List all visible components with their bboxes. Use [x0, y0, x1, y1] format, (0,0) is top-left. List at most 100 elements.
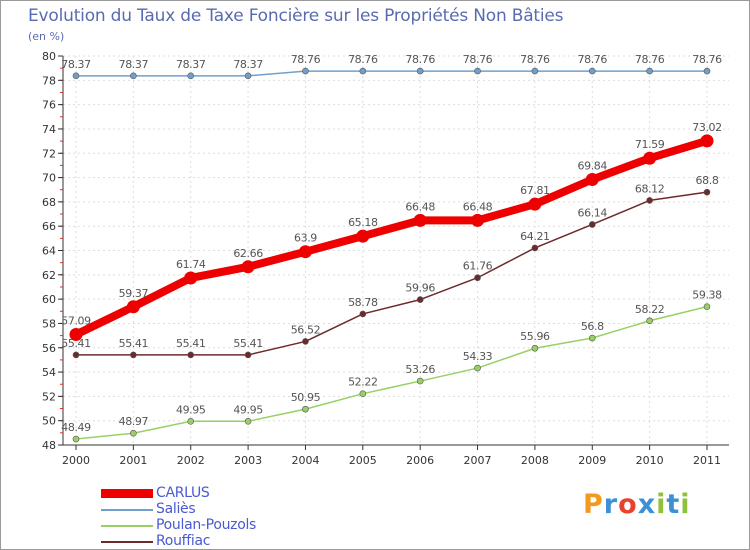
logo-letter: r	[603, 489, 619, 520]
data-point	[72, 72, 80, 80]
data-point	[416, 377, 424, 385]
data-point	[187, 72, 195, 80]
data-point	[588, 221, 596, 228]
legend-swatch	[101, 541, 153, 543]
x-tick-label: 2009	[578, 454, 606, 467]
data-label: 69.84	[578, 160, 608, 173]
data-point	[130, 351, 137, 359]
data-point	[130, 429, 137, 437]
data-label: 55.96	[520, 330, 550, 343]
legend-label: Saliès	[156, 501, 196, 517]
data-point	[302, 67, 309, 75]
y-tick-label: 58	[42, 317, 56, 330]
data-point	[359, 390, 367, 398]
x-tick-label: 2002	[177, 454, 205, 467]
data-label: 78.76	[635, 53, 665, 66]
data-label: 78.76	[291, 53, 321, 66]
data-point	[241, 260, 255, 274]
data-label: 59.96	[405, 282, 435, 295]
data-label: 78.37	[61, 58, 91, 71]
data-label: 64.21	[520, 230, 550, 243]
data-label: 78.76	[463, 53, 493, 66]
y-tick-label: 72	[42, 147, 56, 160]
data-point	[474, 364, 481, 372]
data-label: 59.38	[692, 289, 722, 302]
data-label: 63.9	[294, 232, 317, 245]
data-point	[588, 67, 596, 75]
data-label: 50.95	[291, 391, 321, 404]
series-line-3	[75, 191, 708, 356]
y-tick-label: 50	[42, 415, 56, 428]
y-tick-label: 68	[42, 196, 56, 209]
y-tick-label: 48	[42, 439, 56, 452]
series-line-2	[75, 305, 708, 440]
data-point	[187, 417, 195, 425]
data-label: 55.41	[119, 337, 149, 350]
data-label: 48.97	[119, 415, 149, 428]
y-tick-label: 56	[42, 342, 56, 355]
data-label: 49.95	[233, 403, 263, 416]
x-tick-label: 2006	[406, 454, 434, 467]
data-point	[531, 344, 539, 352]
data-point	[298, 245, 312, 259]
data-label: 48.49	[61, 421, 91, 434]
data-point	[646, 67, 653, 75]
data-label: 52.22	[348, 376, 378, 389]
data-label: 56.52	[291, 323, 321, 336]
data-point	[703, 303, 711, 310]
y-tick-label: 78	[42, 74, 56, 87]
legend-swatch	[101, 489, 153, 498]
y-tick-label: 52	[42, 390, 56, 403]
data-label: 73.02	[692, 121, 722, 134]
data-point	[184, 271, 198, 285]
data-point	[356, 229, 370, 243]
data-label: 68.8	[696, 174, 719, 187]
data-point	[416, 296, 424, 303]
data-point	[359, 310, 367, 318]
y-tick-label: 62	[42, 269, 56, 282]
data-point	[130, 72, 137, 80]
x-tick-label: 2000	[62, 454, 90, 467]
data-point	[643, 151, 657, 165]
data-label: 78.76	[520, 53, 550, 66]
data-label: 58.22	[635, 303, 665, 316]
series-line-0	[72, 136, 711, 339]
legend-label: CARLUS	[156, 485, 210, 501]
y-tick-label: 74	[42, 123, 56, 136]
data-label: 55.41	[176, 337, 206, 350]
legend-label: Poulan-Pouzols	[156, 517, 257, 533]
data-point	[72, 435, 80, 443]
proxiti-logo: Proxiti	[583, 489, 691, 520]
data-point	[126, 300, 140, 314]
data-point	[359, 67, 367, 75]
data-label: 78.76	[405, 53, 435, 66]
data-label: 78.37	[119, 58, 149, 71]
data-label: 78.76	[692, 53, 722, 66]
data-point	[585, 173, 599, 187]
data-label: 78.76	[578, 53, 608, 66]
y-tick-label: 66	[42, 220, 56, 233]
data-point	[646, 197, 653, 204]
data-point	[700, 134, 714, 148]
y-tick-label: 54	[42, 366, 56, 379]
data-point	[531, 244, 539, 252]
data-point	[413, 213, 427, 227]
data-label: 58.78	[348, 296, 378, 309]
data-point	[244, 351, 252, 359]
y-tick-label: 76	[42, 99, 56, 112]
x-tick-label: 2001	[119, 454, 147, 467]
legend-swatch	[101, 509, 153, 511]
y-tick-label: 64	[42, 245, 56, 258]
data-point	[187, 351, 195, 359]
logo-letter: i	[680, 489, 691, 520]
data-point	[302, 338, 309, 345]
data-label: 78.76	[348, 53, 378, 66]
data-label: 66.14	[578, 206, 608, 219]
data-label: 65.18	[348, 216, 378, 229]
y-axis-unit: (en %)	[28, 30, 65, 43]
data-point	[302, 405, 309, 413]
data-label: 67.81	[520, 184, 550, 197]
x-tick-label: 2011	[693, 454, 721, 467]
legend-label: Rouffiac	[156, 533, 211, 549]
